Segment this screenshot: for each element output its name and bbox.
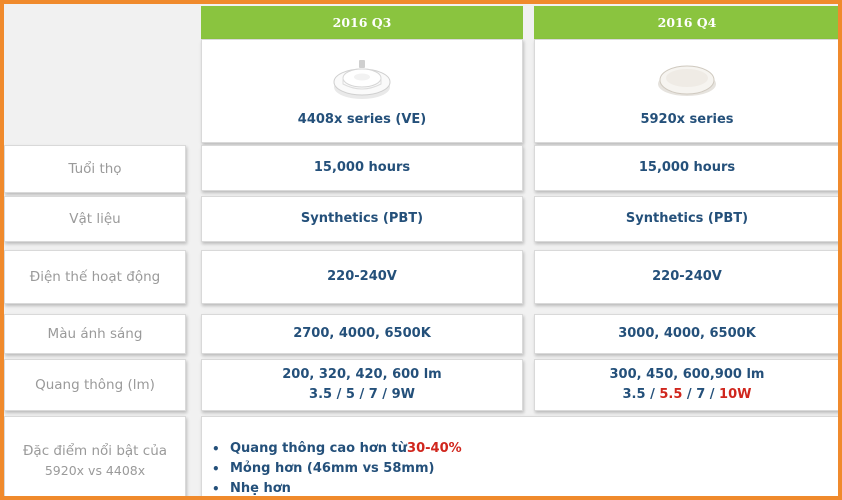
watts-highlight: 10W: [719, 387, 752, 402]
color-temp-q4: 3000, 4000, 6500K: [534, 314, 838, 354]
highlights-label-line1: Đặc điểm nổi bật của: [22, 443, 168, 459]
row-label-luminous-flux: Quang thông (lm): [4, 359, 186, 411]
highlights-label-line2: 5920x vs 4408x: [44, 463, 146, 478]
bullet-icon: •: [212, 462, 220, 476]
list-item: • Mỏng hơn (46mm vs 58mm): [212, 459, 462, 479]
product-cell-q4: 5920x series: [534, 39, 838, 143]
downlight-5920x-image: [658, 65, 716, 96]
lifetime-q4: 15,000 hours: [534, 145, 838, 191]
bullet-text: Mỏng hơn (46mm vs 58mm): [230, 461, 435, 476]
row-label-highlights: Đặc điểm nổi bật của 5920x vs 4408x: [4, 416, 186, 496]
luminous-flux-q3: 200, 320, 420, 600 lm 3.5 / 5 / 7 / 9W: [201, 359, 523, 411]
row-label-color-temp: Màu ánh sáng: [4, 314, 186, 354]
lifetime-q3: 15,000 hours: [201, 145, 523, 191]
voltage-q4: 220-240V: [534, 250, 838, 304]
row-label-material: Vật liệu: [4, 196, 186, 242]
product-cell-q3: 4408x series (VE): [201, 39, 523, 143]
voltage-q3: 220-240V: [201, 250, 523, 304]
list-item: • Quang thông cao hơn từ 30-40%: [212, 439, 462, 459]
luminous-flux-q4: 300, 450, 600,900 lm 3.5 / 5.5 / 7 / 10W: [534, 359, 838, 411]
luminous-flux-q4-watts: 3.5 / 5.5 / 7 / 10W: [623, 385, 752, 405]
highlights-cell: • Quang thông cao hơn từ 30-40% • Mỏng h…: [201, 416, 838, 496]
bullet-text: Quang thông cao hơn từ: [230, 441, 408, 456]
bullet-emphasis: 30-40%: [407, 441, 462, 456]
downlight-4408x-image: [333, 60, 391, 99]
luminous-flux-q3-lumens: 200, 320, 420, 600 lm: [282, 367, 442, 382]
watts-part: 3.5 /: [622, 387, 660, 402]
material-q3: Synthetics (PBT): [201, 196, 523, 242]
header-2016-q3: 2016 Q3: [201, 6, 523, 39]
bullet-icon: •: [212, 442, 220, 456]
luminous-flux-q3-watts: 3.5 / 5 / 7 / 9W: [309, 387, 415, 402]
luminous-flux-q4-lumens: 300, 450, 600,900 lm: [609, 367, 765, 382]
product-name-q4: 5920x series: [640, 112, 734, 127]
bullet-icon: •: [212, 482, 220, 496]
row-label-voltage: Điện thế hoạt động: [4, 250, 186, 304]
header-2016-q4: 2016 Q4: [534, 6, 838, 39]
bullet-text: Nhẹ hơn: [230, 481, 291, 496]
list-item: • Nhẹ hơn: [212, 479, 462, 496]
watts-highlight: 5.5: [659, 387, 683, 402]
color-temp-q3: 2700, 4000, 6500K: [201, 314, 523, 354]
row-label-lifetime: Tuổi thọ: [4, 145, 186, 193]
product-name-q3: 4408x series (VE): [297, 112, 427, 127]
material-q4: Synthetics (PBT): [534, 196, 838, 242]
highlights-list: • Quang thông cao hơn từ 30-40% • Mỏng h…: [212, 439, 462, 496]
watts-part: / 7 /: [682, 387, 720, 402]
